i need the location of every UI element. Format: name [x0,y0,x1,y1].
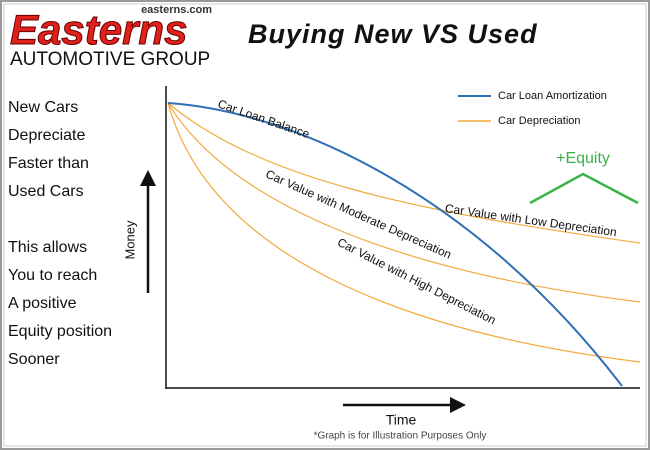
side-line: Equity position [8,323,112,340]
high-depreciation-curve [167,102,641,363]
side-text: New Cars Depreciate Faster than Used Car… [8,99,112,368]
side-line: Depreciate [8,127,85,144]
x-arrow-head [450,397,466,413]
y-axis-label: Money [122,220,137,260]
legend-label: Car Depreciation [498,115,581,127]
inner-frame [3,3,647,447]
x-axis-label: Time [386,412,417,428]
side-line: This allows [8,239,87,256]
low-depreciation-curve [167,102,641,244]
logo-tagline: AUTOMOTIVE GROUP [10,49,210,70]
side-line: New Cars [8,99,78,116]
equity-chevron [529,172,639,205]
loan-balance-curve [167,102,623,387]
legend-label: Car Loan Amortization [498,90,607,102]
side-line: You to reach [8,267,97,284]
footnote: *Graph is for Illustration Purposes Only [314,431,487,442]
side-line: Faster than [8,155,89,172]
side-line: Sooner [8,351,60,368]
moderate-depreciation-curve [167,102,641,303]
side-line: A positive [8,295,77,312]
title: Buying New VS Used [248,19,538,49]
logo-brand: Easterns [10,6,187,53]
side-line: Used Cars [8,183,84,200]
logo-website: easterns.com [141,4,212,16]
y-arrow-head [140,170,156,186]
equity-label: +Equity [556,150,610,167]
